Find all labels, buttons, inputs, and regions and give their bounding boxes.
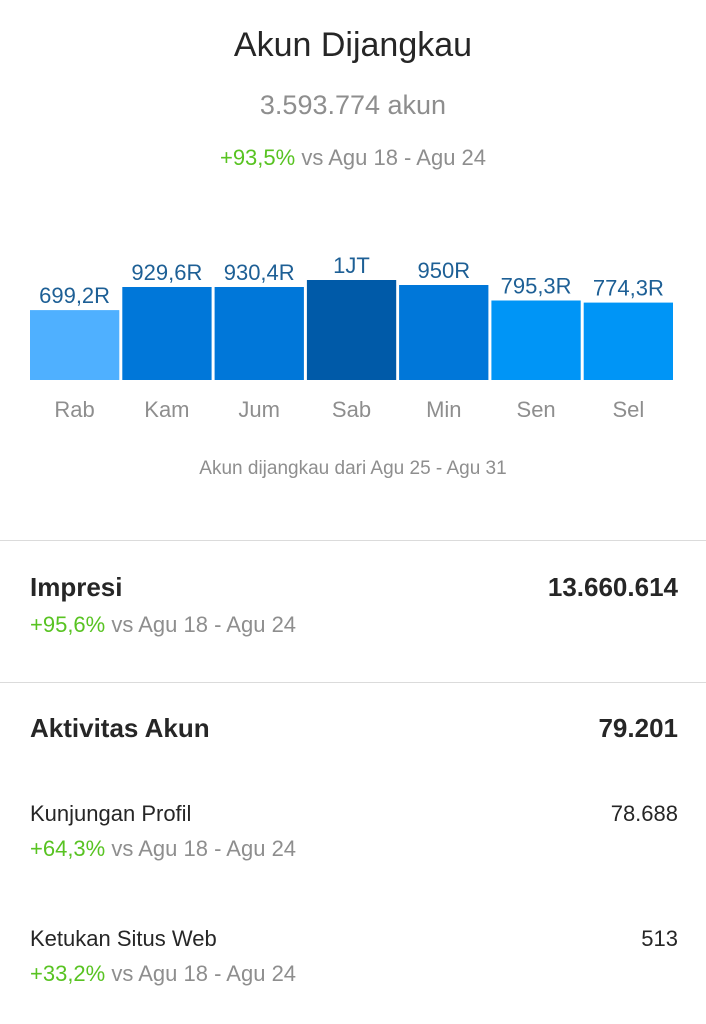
bar-value-label: 929,6R (131, 260, 202, 285)
account-activity-label: Aktivitas Akun (30, 713, 210, 743)
bar-value-label: 699,2R (39, 283, 110, 308)
account-activity-value: 79.201 (598, 713, 678, 743)
profile-visits-value: 78.688 (610, 801, 678, 826)
x-tick-label: Kam (144, 397, 189, 422)
profile-visits-compare-period: vs Agu 18 - Agu 24 (105, 836, 297, 861)
bar-value-label: 930,4R (224, 260, 295, 285)
x-tick-label: Jum (238, 397, 280, 422)
impressions-value: 13.660.614 (547, 572, 678, 602)
website-taps-change-percent: +33,2% (30, 961, 106, 986)
profile-visits-change-line: +64,3% vs Agu 18 - Agu 24 (30, 836, 296, 862)
section-divider (0, 682, 706, 683)
profile-visits-change-percent: +64,3% (30, 836, 106, 861)
reach-bar-chart: 699,2R Rab 929,6R Kam 930,4R Jum 1JT Sab 950R Min… (0, 240, 706, 440)
x-tick-label: Min (426, 397, 461, 422)
reach-change-percent: +93,5% (219, 145, 296, 170)
impressions-change-line: +95,6% vs Agu 18 - Agu 24 (30, 612, 296, 638)
bar-value-label: 1JT (333, 253, 370, 278)
bar-value-label: 950R (418, 258, 471, 283)
bar-rab[interactable] (30, 310, 120, 380)
bar-value-label: 774,3R (593, 276, 664, 301)
website-taps-change-line: +33,2% vs Agu 18 - Agu 24 (30, 961, 296, 987)
chart-caption: Akun dijangkau dari Agu 25 - Agu 31 (199, 458, 507, 479)
website-taps-label: Ketukan Situs Web (30, 926, 217, 951)
impressions-compare-period: vs Agu 18 - Agu 24 (105, 612, 297, 637)
bar-value-label: 795,3R (501, 274, 572, 299)
x-tick-label: Sel (613, 397, 645, 422)
reach-change-line: +93,5% vs Agu 18 - Agu 24 (0, 145, 706, 171)
bar-min[interactable] (399, 285, 489, 380)
website-taps-value: 513 (641, 926, 678, 951)
bar-kam[interactable] (122, 287, 212, 380)
impressions-label: Impresi (30, 572, 123, 602)
x-tick-label: Sen (517, 397, 556, 422)
page-title: Akun Dijangkau (233, 26, 473, 64)
x-tick-label: Rab (54, 397, 94, 422)
bar-jum[interactable] (214, 287, 304, 380)
x-tick-label: Sab (332, 397, 371, 422)
bar-sab[interactable] (306, 280, 397, 380)
profile-visits-label: Kunjungan Profil (30, 801, 192, 826)
section-divider (0, 540, 706, 541)
reach-compare-period: vs Agu 18 - Agu 24 (295, 145, 487, 170)
bar-sel[interactable] (583, 302, 673, 380)
bar-sen[interactable] (491, 300, 581, 381)
website-taps-compare-period: vs Agu 18 - Agu 24 (105, 961, 297, 986)
impressions-change-percent: +95,6% (30, 612, 106, 637)
accounts-reached-total: 3.593.774 akun (259, 90, 447, 120)
